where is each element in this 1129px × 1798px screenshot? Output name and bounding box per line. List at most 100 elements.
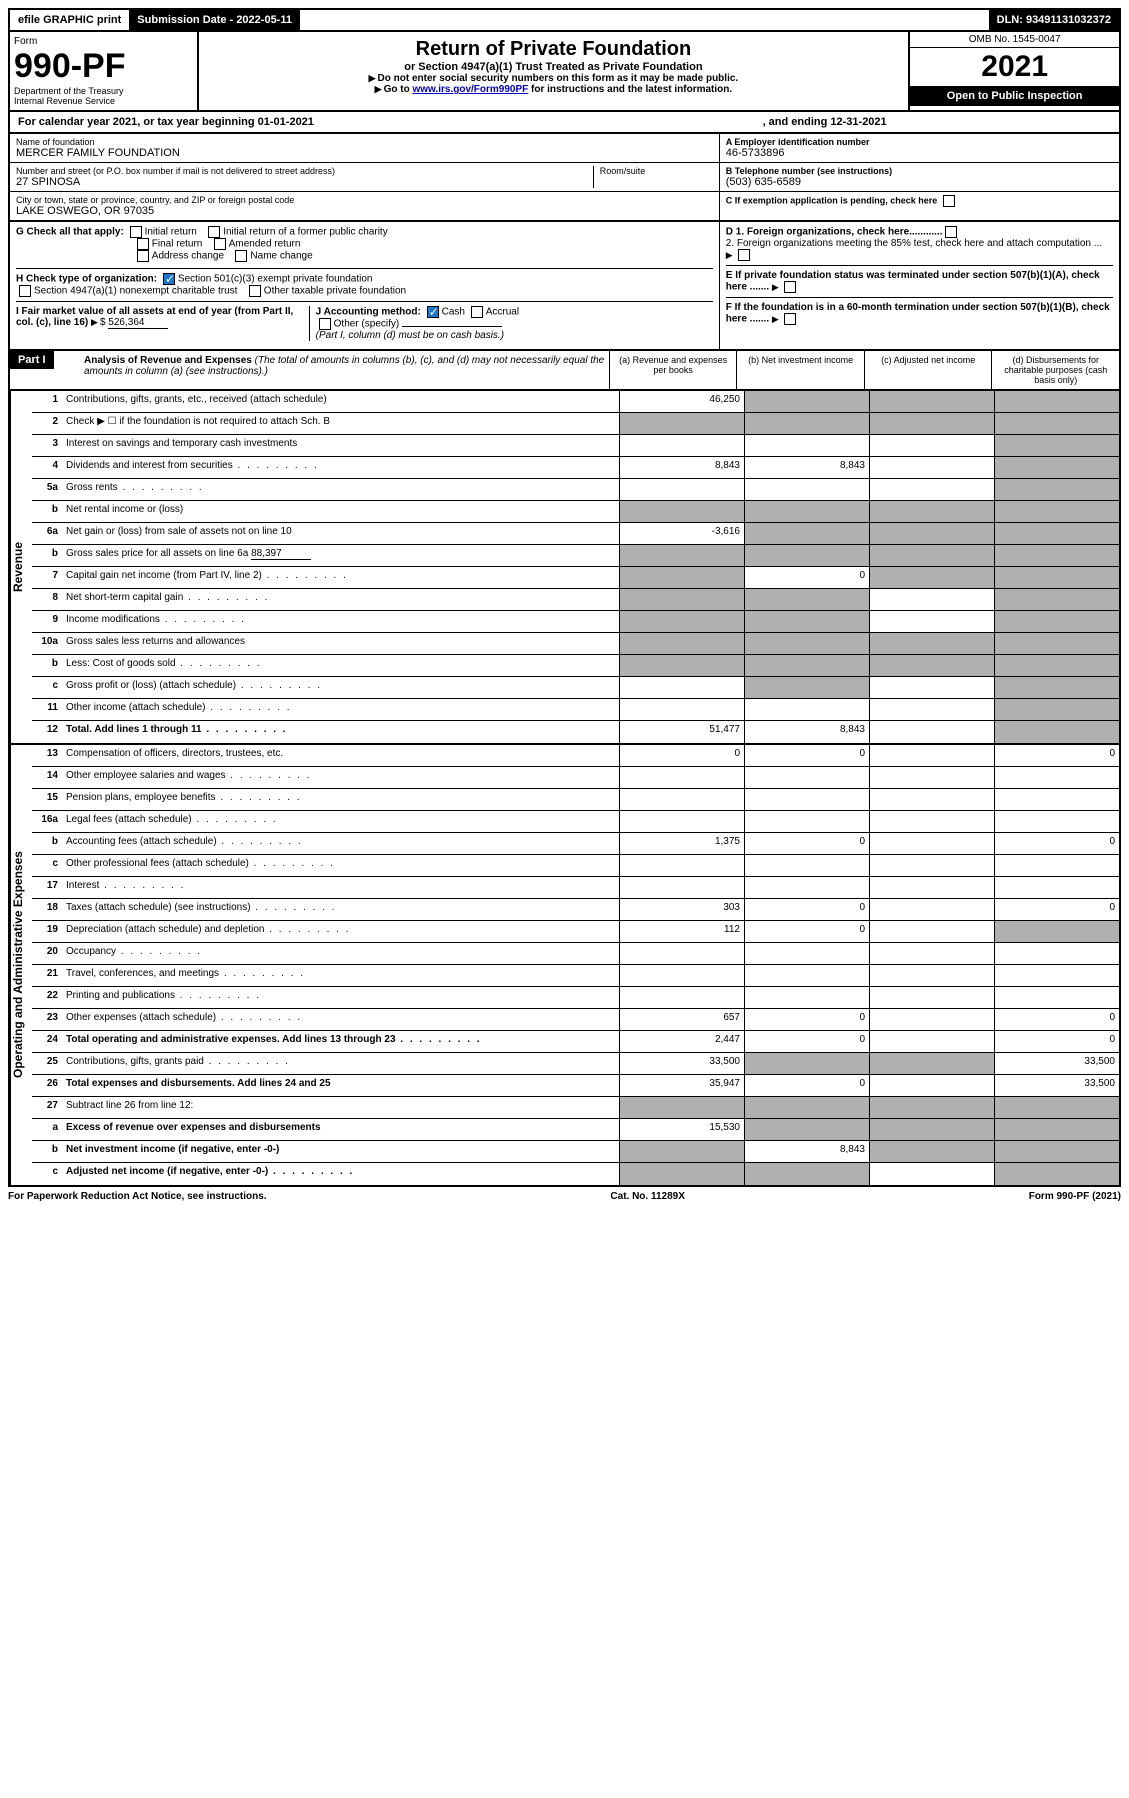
table-row: 12Total. Add lines 1 through 1151,4778,8… (32, 721, 1119, 743)
table-row: 23Other expenses (attach schedule)65700 (32, 1009, 1119, 1031)
g-name-checkbox[interactable] (235, 250, 247, 262)
g-o2: Initial return of a former public charit… (223, 227, 388, 238)
room-label: Room/suite (600, 166, 713, 176)
irs-label: Internal Revenue Service (14, 96, 193, 106)
col-b-header: (b) Net investment income (736, 351, 864, 389)
g-initial-checkbox[interactable] (130, 226, 142, 238)
table-row: 20Occupancy (32, 943, 1119, 965)
phone-value: (503) 635-6589 (726, 176, 1113, 188)
h-o3: Other taxable private foundation (264, 286, 406, 297)
j-label: J Accounting method: (316, 307, 421, 318)
e-checkbox[interactable] (784, 281, 796, 293)
page-footer: For Paperwork Reduction Act Notice, see … (8, 1187, 1121, 1206)
arrow-icon (91, 317, 100, 328)
cal-end: , and ending 12-31-2021 (763, 116, 887, 128)
ein-label: A Employer identification number (726, 137, 1113, 147)
efile-label[interactable]: efile GRAPHIC print (10, 10, 129, 30)
table-row: 10aGross sales less returns and allowanc… (32, 633, 1119, 655)
h-o2: Section 4947(a)(1) nonexempt charitable … (34, 286, 237, 297)
g-address-checkbox[interactable] (137, 250, 149, 262)
c-checkbox[interactable] (943, 195, 955, 207)
table-row: 1Contributions, gifts, grants, etc., rec… (32, 391, 1119, 413)
ein-value: 46-5733896 (726, 147, 1113, 159)
goto-pre: Go to (384, 84, 413, 95)
cal-begin: For calendar year 2021, or tax year begi… (18, 116, 314, 128)
h-501c3-checkbox[interactable] (163, 273, 175, 285)
table-row: 8Net short-term capital gain (32, 589, 1119, 611)
j-other-checkbox[interactable] (319, 318, 331, 330)
e-label: E If private foundation status was termi… (726, 270, 1100, 293)
check-block: G Check all that apply: Initial return I… (8, 222, 1121, 351)
h-o1: Section 501(c)(3) exempt private foundat… (178, 274, 373, 285)
g-o4: Amended return (229, 239, 301, 250)
opex-vlabel: Operating and Administrative Expenses (10, 745, 32, 1185)
irs-link[interactable]: www.irs.gov/Form990PF (412, 84, 528, 95)
arrow-icon (726, 250, 735, 261)
footer-mid: Cat. No. 11289X (610, 1191, 684, 1202)
arrow-icon (772, 282, 781, 293)
table-row: 17Interest (32, 877, 1119, 899)
g-o3: Final return (152, 239, 203, 250)
table-row: 6aNet gain or (loss) from sale of assets… (32, 523, 1119, 545)
j-cash-checkbox[interactable] (427, 306, 439, 318)
table-row: 19Depreciation (attach schedule) and dep… (32, 921, 1119, 943)
j-o3: Other (specify) (334, 319, 400, 330)
form-title: Return of Private Foundation (205, 38, 903, 61)
d2-checkbox[interactable] (738, 249, 750, 261)
table-row: cAdjusted net income (if negative, enter… (32, 1163, 1119, 1185)
goto-post: for instructions and the latest informat… (528, 84, 732, 95)
f-checkbox[interactable] (784, 313, 796, 325)
col-d-header: (d) Disbursements for charitable purpose… (991, 351, 1119, 389)
j-accrual-checkbox[interactable] (471, 306, 483, 318)
d1-checkbox[interactable] (945, 226, 957, 238)
ssn-warning: Do not enter social security numbers on … (378, 73, 739, 84)
foundation-name: MERCER FAMILY FOUNDATION (16, 147, 713, 159)
h-other-checkbox[interactable] (249, 285, 261, 297)
g-o6: Name change (250, 251, 312, 262)
g-amended-checkbox[interactable] (214, 238, 226, 250)
table-row: 3Interest on savings and temporary cash … (32, 435, 1119, 457)
col-a-header: (a) Revenue and expenses per books (609, 351, 737, 389)
g-final-checkbox[interactable] (137, 238, 149, 250)
open-public: Open to Public Inspection (910, 86, 1119, 106)
col-c-header: (c) Adjusted net income (864, 351, 992, 389)
table-row: 15Pension plans, employee benefits (32, 789, 1119, 811)
table-row: bAccounting fees (attach schedule)1,3750… (32, 833, 1119, 855)
table-row: bNet investment income (if negative, ent… (32, 1141, 1119, 1163)
dept-label: Department of the Treasury (14, 86, 193, 96)
table-row: 16aLegal fees (attach schedule) (32, 811, 1119, 833)
g-o1: Initial return (145, 227, 197, 238)
c-label: C If exemption application is pending, c… (726, 195, 938, 205)
table-row: bLess: Cost of goods sold (32, 655, 1119, 677)
addr-label: Number and street (or P.O. box number if… (16, 166, 593, 176)
table-row: 7Capital gain net income (from Part IV, … (32, 567, 1119, 589)
g-initial-former-checkbox[interactable] (208, 226, 220, 238)
form-number: 990-PF (14, 47, 193, 86)
part1-header: Part I Analysis of Revenue and Expenses … (8, 351, 1121, 391)
top-bar: efile GRAPHIC print Submission Date - 20… (8, 8, 1121, 32)
table-row: 21Travel, conferences, and meetings (32, 965, 1119, 987)
addr-value: 27 SPINOSA (16, 176, 593, 188)
name-label: Name of foundation (16, 137, 713, 147)
table-row: 14Other employee salaries and wages (32, 767, 1119, 789)
city-label: City or town, state or province, country… (16, 195, 713, 205)
revenue-vlabel: Revenue (10, 391, 32, 743)
revenue-grid: Revenue 1Contributions, gifts, grants, e… (8, 391, 1121, 745)
arrow-icon (369, 73, 378, 84)
g-o5: Address change (152, 251, 224, 262)
form-word: Form (14, 36, 193, 47)
j-o1: Cash (442, 307, 465, 318)
arrow-icon (772, 314, 781, 325)
h-4947-checkbox[interactable] (19, 285, 31, 297)
header: Form 990-PF Department of the Treasury I… (8, 32, 1121, 112)
form-subtitle: or Section 4947(a)(1) Trust Treated as P… (205, 61, 903, 73)
dln-label: DLN: 93491131032372 (989, 10, 1119, 30)
table-row: 11Other income (attach schedule) (32, 699, 1119, 721)
tax-year: 2021 (910, 48, 1119, 86)
d1-label: D 1. Foreign organizations, check here..… (726, 227, 943, 238)
j-o2: Accrual (486, 307, 519, 318)
table-row: 9Income modifications (32, 611, 1119, 633)
table-row: 18Taxes (attach schedule) (see instructi… (32, 899, 1119, 921)
g-label: G Check all that apply: (16, 227, 124, 238)
i-value: 526,364 (108, 317, 168, 329)
